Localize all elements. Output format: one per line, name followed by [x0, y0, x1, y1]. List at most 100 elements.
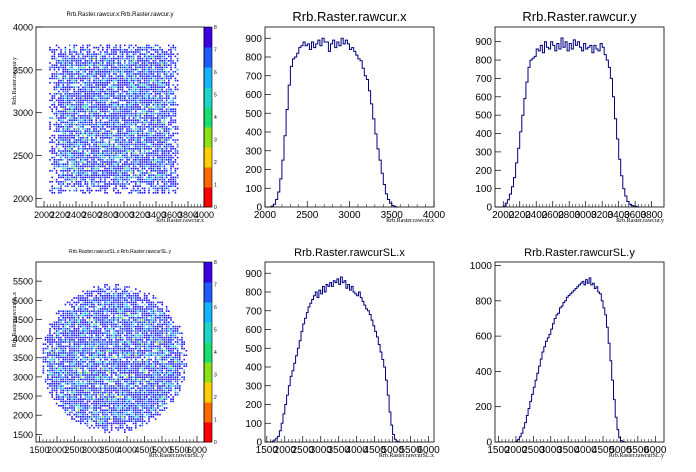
y-tick-label: 2500	[13, 151, 33, 161]
histogram-bin	[359, 292, 361, 442]
histogram-bin	[520, 132, 522, 207]
chart-pad-2: Rrb.Raster.rawcur.x 2000 2500 3000 3500 4000 0…	[245, 9, 445, 224]
histogram-bin	[596, 49, 598, 207]
y-tick-label: 100	[475, 184, 492, 195]
histogram-bin	[524, 99, 526, 207]
x-tick-label: 4000	[117, 445, 137, 455]
histogram-bin	[337, 42, 339, 207]
histogram-bin	[377, 149, 379, 207]
x-tick-label: 3000	[338, 210, 361, 221]
histogram-bin	[312, 42, 314, 207]
color-scale-band	[204, 262, 212, 283]
histogram-bin	[332, 286, 334, 442]
y-tick-label: 100	[245, 419, 262, 430]
x-tick-label: 6000	[187, 445, 207, 455]
histogram-bin	[603, 308, 605, 442]
y-tick-label: 800	[245, 288, 262, 299]
color-scale: 0 1 2 3 4 5 6 7 8	[203, 25, 217, 211]
histogram-bin	[323, 286, 325, 442]
x-axis-label: Rrb.Raster.rawcur.x	[156, 218, 204, 224]
histogram-bin	[547, 47, 549, 207]
x-tick-label: 3500	[99, 445, 119, 455]
histogram-bin	[629, 204, 631, 207]
histogram-bin	[530, 401, 532, 442]
histogram-bin	[335, 283, 337, 442]
x-tick-label: 1500	[487, 445, 510, 456]
y-tick-label: 2000	[13, 411, 33, 421]
histogram-bin	[394, 439, 396, 442]
histogram-bin	[309, 50, 311, 208]
x-axis-label: Rrb.Raster.rawcurSL.x	[379, 453, 434, 459]
y-tick-label: 400	[475, 367, 492, 378]
x-tick-label: 4500	[134, 445, 154, 455]
histogram-bin	[615, 119, 617, 207]
histogram-bin	[580, 283, 582, 442]
histogram-bin	[303, 324, 305, 442]
y-tick-label: 200	[245, 400, 262, 411]
histogram-bin	[346, 288, 348, 442]
histogram-bin	[607, 327, 609, 442]
histogram-bin	[514, 178, 516, 207]
histogram-bin	[337, 279, 339, 442]
histogram-bin	[369, 91, 371, 207]
color-scale-tick-label: 6	[214, 305, 217, 311]
y-tick-label: 900	[245, 34, 262, 45]
color-scale-tick-label: 4	[214, 350, 217, 356]
histogram-bin	[542, 352, 544, 442]
histogram-bin	[319, 290, 321, 442]
histogram-bin	[572, 292, 574, 442]
histogram-bin	[528, 409, 530, 443]
histogram-bin	[537, 373, 539, 442]
y-tick-label: 3000	[13, 372, 33, 382]
x-tick-label: 5000	[152, 445, 172, 455]
color-scale-tick-label: 1	[214, 183, 217, 189]
histogram-bin	[532, 58, 534, 207]
histogram-bin	[326, 42, 328, 207]
x-tick-label: 4000	[194, 210, 214, 220]
histogram-bin	[375, 134, 377, 207]
histogram-bin	[587, 283, 589, 442]
color-scale-band	[204, 127, 212, 148]
histogram-bin	[538, 51, 540, 207]
histogram-bin	[542, 53, 544, 207]
color-scale-band	[204, 342, 212, 363]
x-tick-label: 3400	[146, 210, 166, 220]
histogram-bin	[592, 53, 594, 207]
color-scale-tick-label: 6	[214, 70, 217, 76]
histogram-bin	[554, 319, 556, 443]
histogram-bin	[288, 386, 290, 442]
x-tick-label: 2800	[98, 210, 118, 220]
x-tick-label: 3500	[381, 210, 404, 221]
histogram-bin	[385, 194, 387, 207]
x-tick-label: 3200	[130, 210, 150, 220]
y-tick-label: 600	[475, 92, 492, 103]
color-scale-band	[204, 67, 212, 88]
histogram-bin	[577, 42, 579, 207]
histogram-bin	[379, 160, 381, 207]
x-tick-label: 3000	[575, 210, 598, 221]
histogram-bin	[380, 352, 382, 442]
x-tick-label: 3000	[82, 445, 102, 455]
histogram-bin	[288, 85, 290, 207]
y-tick-label: 500	[245, 344, 262, 355]
histogram-bin	[375, 331, 377, 442]
x-tick-label: 3500	[557, 445, 580, 456]
histogram-bin	[368, 311, 370, 442]
histogram-bin	[344, 281, 346, 442]
y-tick-label: 400	[475, 129, 492, 140]
histogram-bin	[317, 298, 319, 442]
histogram-bin	[521, 433, 523, 442]
chart-title: Rrb.Raster.rawcur.y	[522, 9, 637, 24]
histogram-bin	[350, 50, 352, 208]
histogram-bin	[512, 187, 514, 207]
color-scale-band	[204, 322, 212, 343]
histogram-bin	[341, 277, 343, 442]
histogram-bin	[330, 283, 332, 442]
histogram-bin	[588, 47, 590, 207]
y-tick-label: 100	[245, 184, 262, 195]
histogram-bin	[606, 60, 608, 207]
histogram-bin	[318, 40, 320, 207]
color-scale-band	[204, 402, 212, 423]
histogram-bin	[534, 56, 536, 207]
